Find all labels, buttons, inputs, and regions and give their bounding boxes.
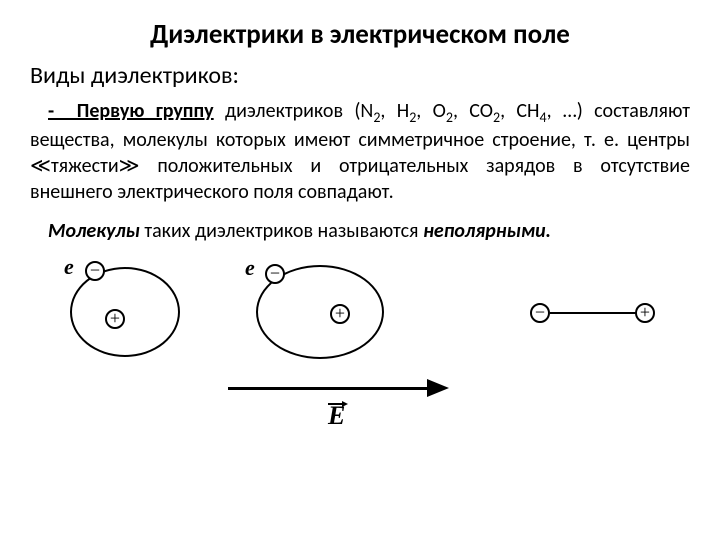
diagram: e e E — [30, 259, 690, 459]
p-t5: , CH — [500, 99, 539, 123]
callout-word-molecules: Молекулы — [48, 219, 140, 243]
atom2-e-label: e — [245, 255, 255, 281]
dipole-plus-icon — [635, 303, 655, 323]
page-title: Диэлектрики в электрическом поле — [30, 18, 690, 51]
p-text-a: диэлектриков (N — [214, 99, 374, 123]
field-vector-label: E — [328, 401, 345, 431]
lead-phrase: - Первую группу — [48, 99, 214, 123]
sub-o2: 2 — [446, 109, 453, 126]
p-t4: , CO — [453, 99, 493, 123]
field-arrow-head-icon — [427, 379, 449, 397]
atom1-orbit — [70, 267, 180, 357]
callout-nonpolar: Молекулы таких диэлектриков называются н… — [30, 219, 690, 243]
p-t2: , H — [380, 99, 409, 123]
callout-mid: таких диэлектриков называются — [140, 219, 423, 243]
types-subtitle: Виды диэлектриков: — [30, 61, 690, 90]
field-arrow-shaft — [228, 387, 428, 390]
dipole-line — [550, 312, 636, 314]
p-t3: , O — [416, 99, 446, 123]
callout-word-nonpolar: неполярными. — [423, 219, 551, 243]
dipole-minus-icon — [530, 303, 550, 323]
paragraph-group-1: - Первую группу диэлектриков (N2, H2, O2… — [30, 98, 690, 205]
sub-ch4: 4 — [540, 109, 547, 126]
atom1-e-label: e — [64, 254, 74, 280]
